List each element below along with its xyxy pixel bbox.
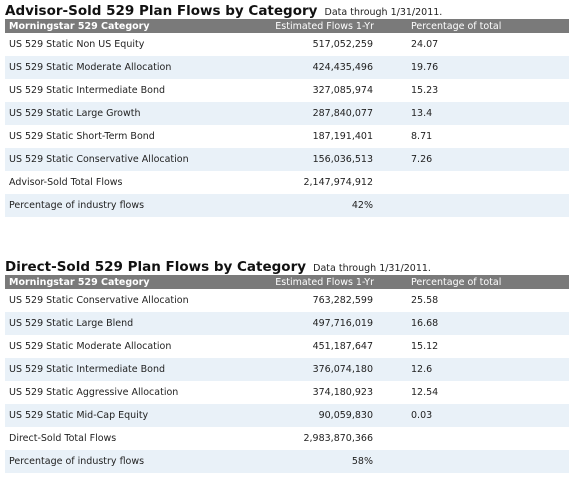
flows-cell: 451,187,647 — [312, 341, 373, 352]
flows-cell: 90,059,830 — [245, 404, 377, 427]
category-cell: Percentage of industry flows — [5, 450, 245, 473]
flows-cell: 2,983,870,366 — [303, 433, 373, 444]
category-cell: US 529 Static Conservative Allocation — [5, 148, 245, 171]
total-flows-row: Advisor-Sold Total Flows 2,147,974,912 — [5, 171, 569, 194]
category-cell: Percentage of industry flows — [5, 194, 245, 217]
category-cell: US 529 Static Moderate Allocation — [5, 56, 245, 79]
flows-cell: 2,147,974,912 — [303, 177, 373, 188]
flows-cell: 376,074,180 — [245, 358, 377, 381]
total-flows-row: Direct-Sold Total Flows 2,983,870,366 — [5, 427, 569, 450]
percentage-cell: 25.58 — [411, 295, 439, 306]
category-cell: US 529 Static Intermediate Bond — [9, 85, 166, 96]
percentage-cell — [377, 194, 569, 217]
flows-cell: 424,435,496 — [245, 56, 377, 79]
table-row: US 529 Static Large Blend 497,716,019 16… — [5, 312, 569, 335]
percentage-cell: 13.4 — [377, 102, 569, 125]
column-header-flows: Estimated Flows 1-Yr — [245, 19, 377, 33]
flows-cell: 497,716,019 — [245, 312, 377, 335]
category-cell: US 529 Static Short-Term Bond — [9, 131, 155, 142]
table-row: US 529 Static Large Growth 287,840,077 1… — [5, 102, 569, 125]
header-row: Morningstar 529 Category Estimated Flows… — [5, 19, 569, 33]
category-cell: US 529 Static Moderate Allocation — [9, 341, 172, 352]
table-row: US 529 Static Moderate Allocation 424,43… — [5, 56, 569, 79]
flows-cell: 287,840,077 — [245, 102, 377, 125]
section-title: Direct-Sold 529 Plan Flows by Category — [5, 259, 307, 275]
flows-cell: 187,191,401 — [312, 131, 373, 142]
table-row: US 529 Static Conservative Allocation 15… — [5, 148, 569, 171]
flows-cell: 763,282,599 — [312, 295, 373, 306]
table-row: US 529 Static Mid-Cap Equity 90,059,830 … — [5, 404, 569, 427]
flows-cell: 374,180,923 — [312, 387, 373, 398]
column-header-category: Morningstar 529 Category — [5, 275, 245, 289]
advisor-sold-table: Morningstar 529 Category Estimated Flows… — [5, 19, 569, 217]
section-heading: Direct-Sold 529 Plan Flows by Category D… — [5, 256, 569, 275]
category-cell: US 529 Static Large Growth — [5, 102, 245, 125]
percentage-cell: 24.07 — [411, 39, 439, 50]
table-row: US 529 Static Non US Equity 517,052,259 … — [5, 33, 569, 56]
flows-cell: 156,036,513 — [245, 148, 377, 171]
category-cell: US 529 Static Aggressive Allocation — [9, 387, 179, 398]
table-row: US 529 Static Moderate Allocation 451,18… — [5, 335, 569, 358]
percentage-cell — [377, 171, 569, 194]
category-cell: US 529 Static Large Blend — [5, 312, 245, 335]
column-header-percentage: Percentage of total — [377, 275, 569, 289]
category-cell: US 529 Static Conservative Allocation — [9, 295, 189, 306]
data-date-note: Data through 1/31/2011. — [324, 7, 443, 18]
flows-cell: 42% — [245, 194, 377, 217]
percentage-cell: 16.68 — [377, 312, 569, 335]
percentage-cell: 12.6 — [377, 358, 569, 381]
flows-cell: 517,052,259 — [312, 39, 373, 50]
percentage-cell: 15.12 — [411, 341, 439, 352]
category-cell: US 529 Static Intermediate Bond — [5, 358, 245, 381]
direct-sold-section: Direct-Sold 529 Plan Flows by Category D… — [5, 256, 569, 473]
column-header-percentage: Percentage of total — [377, 19, 569, 33]
category-cell: Direct-Sold Total Flows — [9, 433, 117, 444]
table-row: US 529 Static Short-Term Bond 187,191,40… — [5, 125, 569, 148]
percentage-cell: 8.71 — [411, 131, 433, 142]
direct-sold-table: Morningstar 529 Category Estimated Flows… — [5, 275, 569, 473]
table-row: US 529 Static Aggressive Allocation 374,… — [5, 381, 569, 404]
percentage-cell: 19.76 — [377, 56, 569, 79]
table-row: US 529 Static Intermediate Bond 327,085,… — [5, 79, 569, 102]
table-row: US 529 Static Conservative Allocation 76… — [5, 289, 569, 312]
industry-share-row: Percentage of industry flows 42% — [5, 194, 569, 217]
header-row: Morningstar 529 Category Estimated Flows… — [5, 275, 569, 289]
flows-cell: 58% — [245, 450, 377, 473]
flows-cell: 327,085,974 — [312, 85, 373, 96]
percentage-cell: 15.23 — [411, 85, 439, 96]
advisor-sold-section: Advisor-Sold 529 Plan Flows by Category … — [5, 0, 569, 217]
section-heading: Advisor-Sold 529 Plan Flows by Category … — [5, 0, 569, 19]
data-date-note: Data through 1/31/2011. — [313, 263, 431, 274]
percentage-cell — [377, 450, 569, 473]
percentage-cell: 12.54 — [411, 387, 439, 398]
column-header-flows: Estimated Flows 1-Yr — [245, 275, 377, 289]
category-cell: US 529 Static Non US Equity — [9, 39, 145, 50]
column-header-category: Morningstar 529 Category — [5, 19, 245, 33]
percentage-cell — [377, 427, 569, 450]
section-title: Advisor-Sold 529 Plan Flows by Category — [5, 3, 318, 19]
percentage-cell: 7.26 — [377, 148, 569, 171]
category-cell: Advisor-Sold Total Flows — [9, 177, 123, 188]
percentage-cell: 0.03 — [377, 404, 569, 427]
category-cell: US 529 Static Mid-Cap Equity — [5, 404, 245, 427]
industry-share-row: Percentage of industry flows 58% — [5, 450, 569, 473]
table-row: US 529 Static Intermediate Bond 376,074,… — [5, 358, 569, 381]
